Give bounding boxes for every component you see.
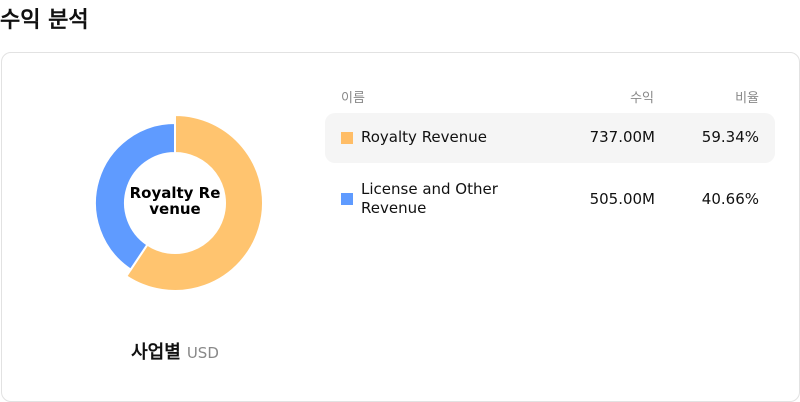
legend-value: 505.00M [589,190,655,208]
legend-swatch [341,193,353,205]
donut-center-label: Royalty Revenue [129,184,221,218]
legend-row-royalty[interactable]: Royalty Revenue 737.00M 59.34% [325,113,775,163]
legend-name: Royalty Revenue [361,128,488,146]
donut-slice-0[interactable] [124,113,264,292]
column-header-revenue: 수익 [630,91,654,106]
legend-name: License and Other Revenue [361,180,498,217]
chart-caption: 사업별 USD [0,338,350,364]
legend-percent: 59.34% [701,128,759,146]
legend-percent: 40.66% [701,190,759,208]
legend-value: 737.00M [589,128,655,146]
legend-swatch [341,132,353,144]
caption-label: 사업별 [131,342,181,363]
column-header-name: 이름 [341,91,365,106]
donut-slice-1[interactable] [94,121,176,272]
currency-label: USD [186,344,219,362]
page-title: 수익 분석 [0,8,89,33]
legend-row-license[interactable]: License and Other Revenue 505.00M 40.66% [325,175,775,225]
column-header-ratio: 비율 [735,91,759,106]
